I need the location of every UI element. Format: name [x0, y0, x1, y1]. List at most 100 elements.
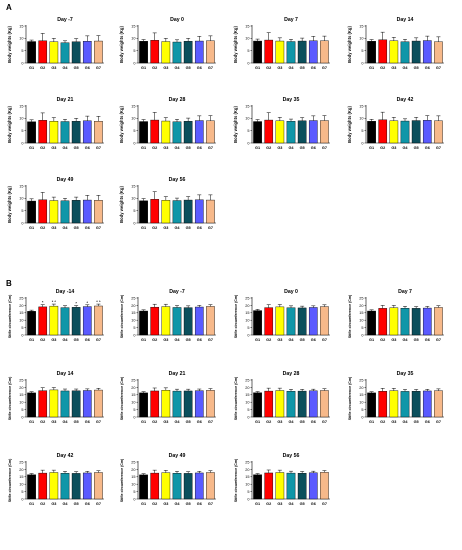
x-tick-label: G6 — [311, 338, 316, 342]
y-tick-label: 10 — [19, 483, 23, 487]
x-tick-label: G2 — [266, 420, 271, 424]
bar — [161, 41, 171, 64]
y-tick-label: 25 — [131, 460, 135, 464]
y-axis-label: Body weights (Kg) — [7, 26, 12, 63]
y-tick-label: 5 — [133, 209, 135, 213]
x-tick-label: G4 — [62, 66, 68, 70]
bar — [434, 307, 443, 336]
x-tick-label: G4 — [402, 420, 408, 424]
bar — [194, 199, 204, 224]
x-tick-label: G2 — [152, 66, 157, 70]
bar — [367, 41, 376, 64]
x-tick-label: G2 — [266, 146, 271, 150]
chart-13: Day 0 Stifle circumference (Cm) 0 5 10 15 20 25… — [234, 289, 330, 342]
bar — [275, 120, 285, 144]
y-tick-label: 15 — [245, 24, 249, 28]
x-tick-label: G5 — [74, 502, 79, 506]
y-axis-label: Stifle circumference (Cm) — [234, 376, 238, 420]
x-tick-label: G7 — [208, 66, 213, 70]
y-tick-label: 0 — [133, 141, 135, 145]
bar — [60, 42, 70, 64]
bar — [411, 308, 421, 336]
y-axis-label: Body weights (Kg) — [119, 106, 124, 143]
chart-title: Day 21 — [57, 97, 74, 103]
x-tick-label: G4 — [174, 66, 180, 70]
y-tick-label: 10 — [131, 117, 135, 121]
bar — [161, 200, 171, 224]
y-tick-label: 20 — [359, 386, 363, 390]
x-tick-label: G2 — [152, 502, 157, 506]
bar — [194, 390, 204, 418]
bar — [172, 307, 182, 336]
x-tick-label: G2 — [40, 226, 45, 230]
x-tick-label: G1 — [369, 338, 374, 342]
y-tick-label: 25 — [131, 378, 135, 382]
y-axis-label: Body weights (Kg) — [119, 26, 124, 63]
x-tick-label: G2 — [380, 338, 385, 342]
x-tick-label: G5 — [414, 66, 419, 70]
x-tick-label: G4 — [402, 146, 408, 150]
bar — [411, 120, 421, 144]
x-tick-label: G2 — [40, 146, 45, 150]
bar — [150, 40, 160, 64]
bar — [378, 308, 388, 336]
y-tick-label: 15 — [245, 311, 249, 315]
y-axis-label: Stifle circumference (Cm) — [234, 294, 238, 338]
x-tick-label: G5 — [414, 146, 419, 150]
y-tick-label: 0 — [247, 61, 249, 65]
y-axis-label: Stifle circumference (Cm) — [8, 294, 12, 338]
bar — [194, 306, 204, 336]
y-tick-label: 0 — [133, 497, 135, 501]
x-tick-label: G2 — [266, 502, 271, 506]
y-tick-label: 0 — [247, 141, 249, 145]
bar — [150, 199, 160, 224]
chart-17: Day 28 Stifle circumference (Cm) 0 5 10 15 20 2… — [234, 371, 330, 424]
x-tick-label: G5 — [300, 146, 305, 150]
x-tick-label: G2 — [380, 146, 385, 150]
x-tick-label: G3 — [277, 338, 282, 342]
y-tick-label: 5 — [21, 129, 23, 133]
x-tick-label: G3 — [163, 146, 168, 150]
bar — [161, 306, 171, 336]
bar — [183, 121, 193, 144]
y-tick-label: 5 — [361, 49, 363, 53]
y-axis-label: Stifle circumference (Cm) — [120, 458, 124, 502]
y-tick-label: 0 — [21, 333, 23, 337]
y-tick-label: 25 — [245, 460, 249, 464]
chart-title: Day 21 — [169, 371, 186, 377]
x-tick-label: G6 — [425, 146, 430, 150]
y-tick-label: 5 — [133, 326, 135, 330]
x-tick-label: G1 — [29, 226, 34, 230]
x-tick-label: G7 — [208, 338, 213, 342]
bar — [60, 121, 70, 144]
x-tick-label: G7 — [96, 338, 101, 342]
x-tick-label: G4 — [288, 146, 294, 150]
bar — [308, 120, 318, 144]
bar — [94, 200, 103, 224]
y-tick-label: 0 — [247, 415, 249, 419]
x-tick-label: G2 — [152, 226, 157, 230]
x-tick-label: G4 — [174, 420, 180, 424]
bar — [320, 120, 329, 144]
x-tick-label: G3 — [277, 502, 282, 506]
bar — [71, 41, 81, 64]
bar — [264, 119, 274, 144]
significance-marker: * — [75, 301, 77, 306]
bar — [367, 310, 376, 336]
y-tick-label: 15 — [131, 184, 135, 188]
bar — [194, 40, 204, 64]
bar — [94, 40, 103, 64]
x-tick-label: G6 — [311, 502, 316, 506]
x-tick-label: G5 — [186, 420, 191, 424]
x-tick-label: G6 — [311, 420, 316, 424]
bar — [422, 307, 432, 336]
y-axis-label: Body weights (Kg) — [347, 26, 352, 63]
x-tick-label: G4 — [174, 146, 180, 150]
y-tick-label: 25 — [359, 378, 363, 382]
y-tick-label: 10 — [19, 197, 23, 201]
bar — [27, 41, 36, 64]
chart-6: Day 28 Body weights (Kg) 0 5 10 15 G1 G2 G3 G4 G5 G… — [119, 97, 216, 150]
x-tick-label: G3 — [51, 146, 56, 150]
y-axis-label: Body weights (Kg) — [7, 106, 12, 143]
